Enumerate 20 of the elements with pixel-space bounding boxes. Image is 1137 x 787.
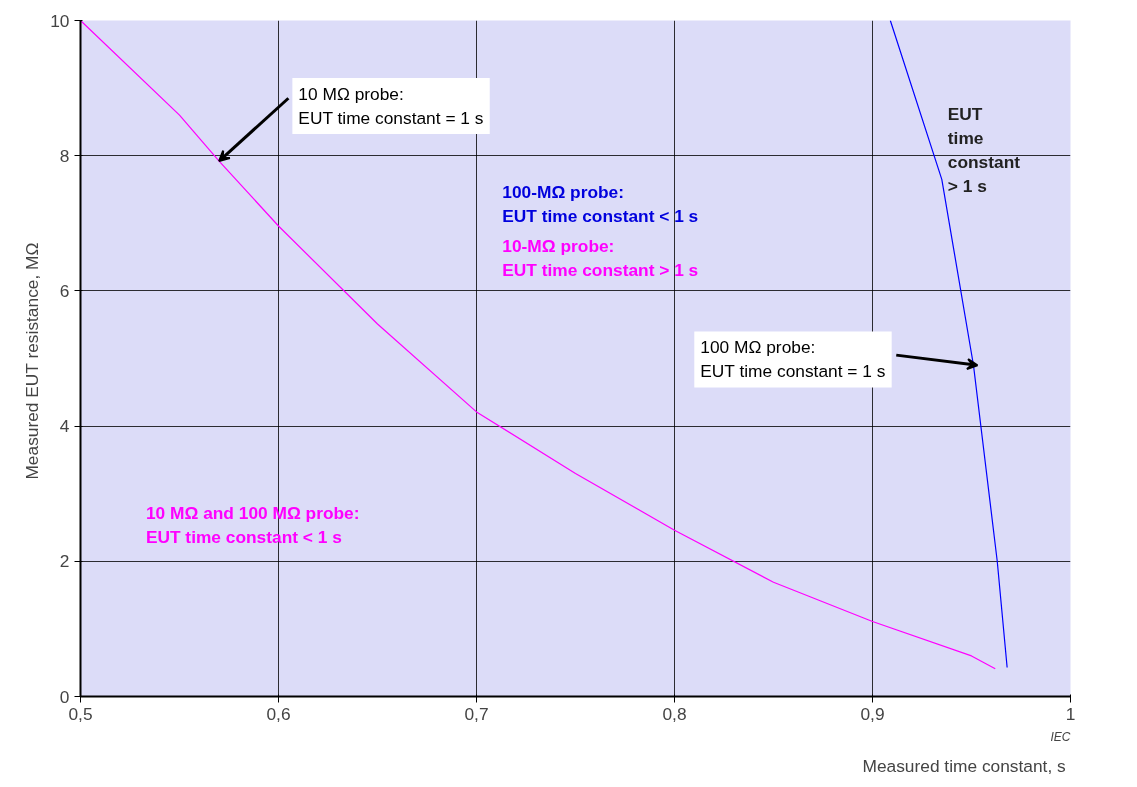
annotation: 10-MΩ probe: EUT time constant > 1 s: [502, 236, 699, 281]
x-tick-label: 0,6: [266, 703, 291, 724]
y-tick-label: 10: [50, 10, 70, 31]
y-tick-label: 2: [59, 551, 70, 572]
annotation: EUT time constant > 1 s: [947, 104, 1021, 197]
x-tick-label: 0,9: [860, 703, 885, 724]
x-axis-title: Measured time constant, s: [862, 755, 1067, 776]
x-tick-label: 0,8: [662, 703, 687, 724]
x-tick-label: 0,7: [464, 703, 489, 724]
y-tick-label: 8: [59, 145, 70, 166]
y-tick-label: 4: [59, 416, 70, 437]
annotation: 10 MΩ probe: EUT time constant = 1 s: [298, 83, 484, 128]
y-tick-label: 6: [59, 280, 70, 301]
text: IEC: [1050, 729, 1071, 744]
x-tick-label: 0,5: [68, 703, 93, 724]
x-tick-label: 1: [1065, 703, 1076, 724]
y-axis-title: Measured EUT resistance, MΩ: [22, 242, 43, 480]
y-tick-label: 0: [59, 686, 70, 707]
annotation: 100-MΩ probe: EUT time constant < 1 s: [502, 181, 699, 226]
annotation: 100 MΩ probe: EUT time constant = 1 s: [700, 337, 886, 382]
